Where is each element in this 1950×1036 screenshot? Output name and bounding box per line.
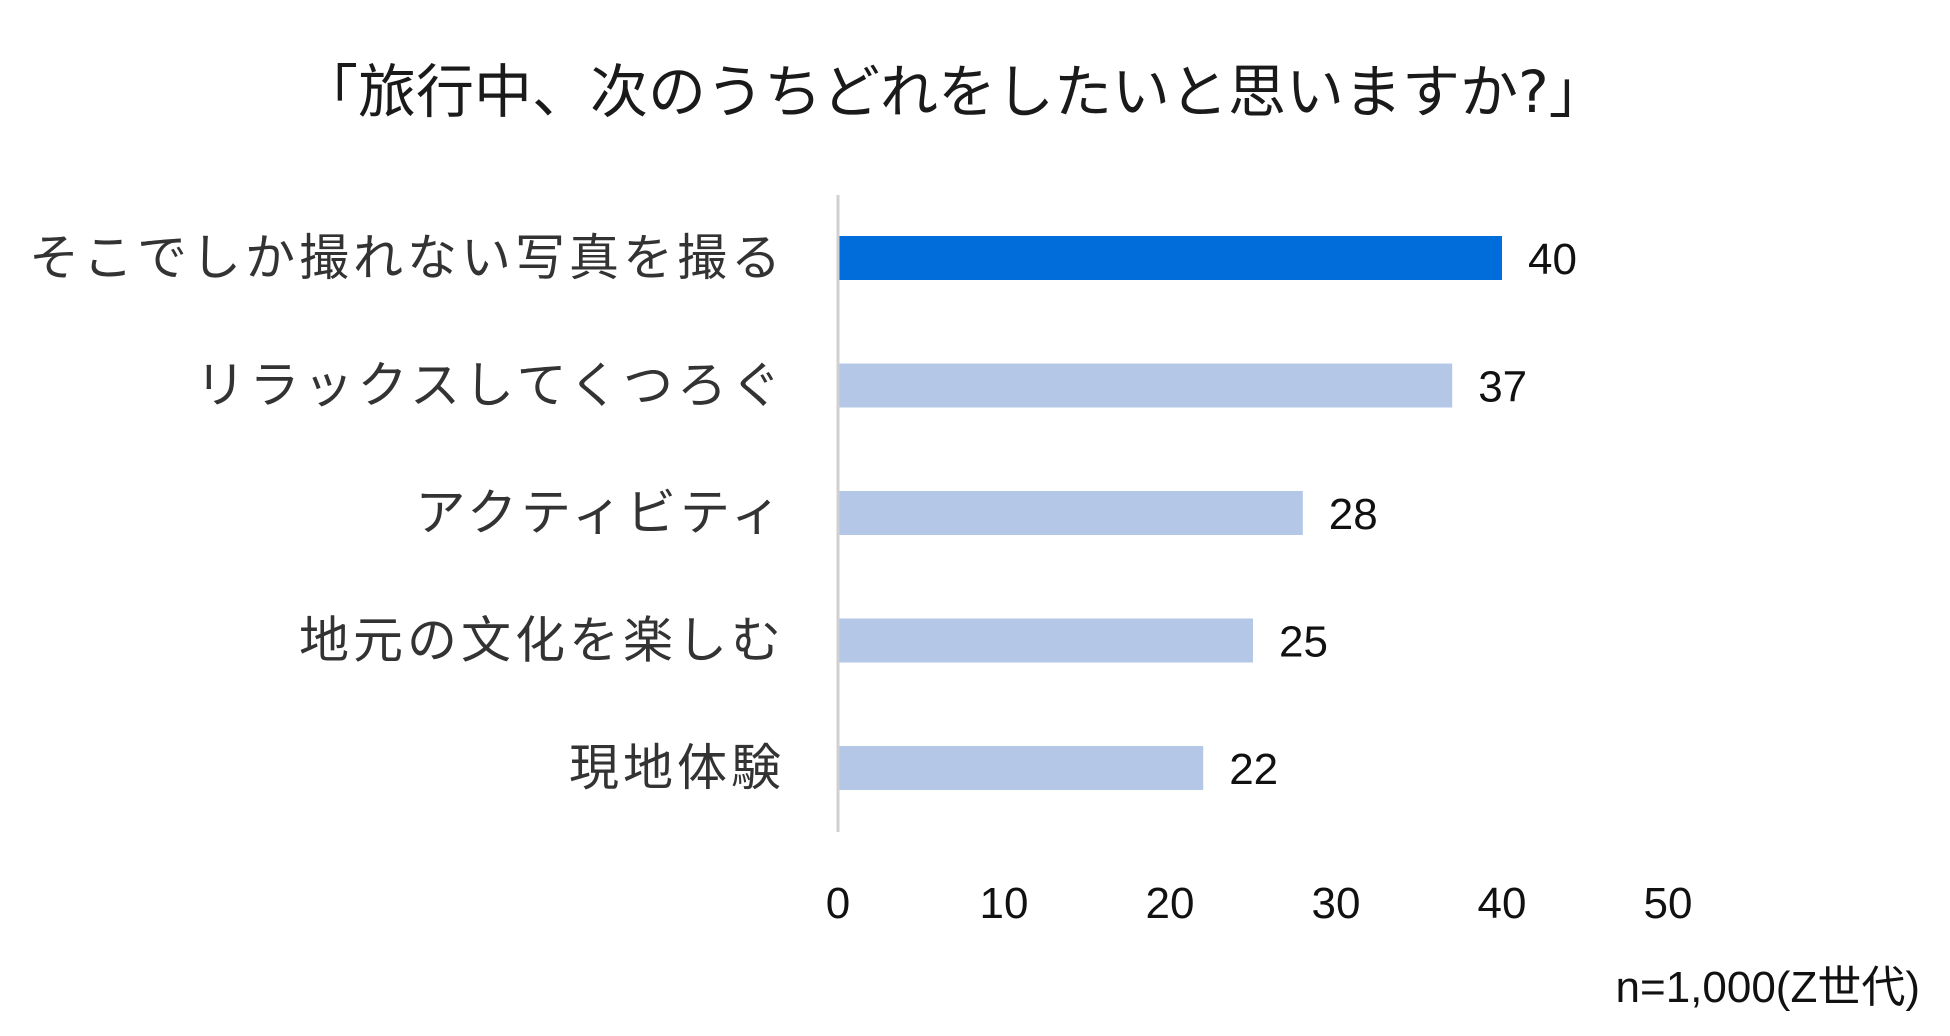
category-label: 地元の文化を楽しむ: [299, 612, 785, 670]
bar: [838, 746, 1204, 790]
value-label: 25: [1279, 618, 1328, 667]
value-label: 40: [1528, 235, 1577, 284]
category-label: 現地体験: [569, 739, 785, 797]
x-tick-label: 10: [980, 879, 1029, 928]
bar: [838, 363, 1453, 408]
category-labels: そこでしか撮れない写真を撮るリラックスしてくつろぐアクティビティ地元の文化を楽し…: [29, 229, 786, 797]
x-tick-label: 40: [1478, 879, 1527, 928]
bar: [838, 236, 1502, 280]
category-label: アクティビティ: [416, 484, 786, 542]
value-label: 22: [1229, 745, 1278, 794]
value-labels: 40 37 28 25 22: [1229, 235, 1577, 794]
x-axis-ticks: 0 10 20 30 40 50: [826, 879, 1693, 928]
sample-size-note: n=1,000(Z世代): [1616, 963, 1920, 1012]
value-label: 28: [1329, 490, 1378, 539]
value-label: 37: [1478, 363, 1527, 412]
x-tick-label: 30: [1312, 879, 1361, 928]
bar: [838, 618, 1253, 663]
x-tick-label: 20: [1146, 879, 1195, 928]
x-tick-label: 0: [826, 879, 850, 928]
bars: [838, 236, 1502, 790]
bar: [838, 491, 1303, 535]
category-label: そこでしか撮れない写真を撮る: [29, 229, 785, 287]
x-tick-label: 50: [1644, 879, 1693, 928]
chart-title: 「旅行中、次のうちどれをしたいと思いますか?」: [300, 58, 1607, 126]
category-label: リラックスしてくつろぐ: [196, 357, 786, 415]
